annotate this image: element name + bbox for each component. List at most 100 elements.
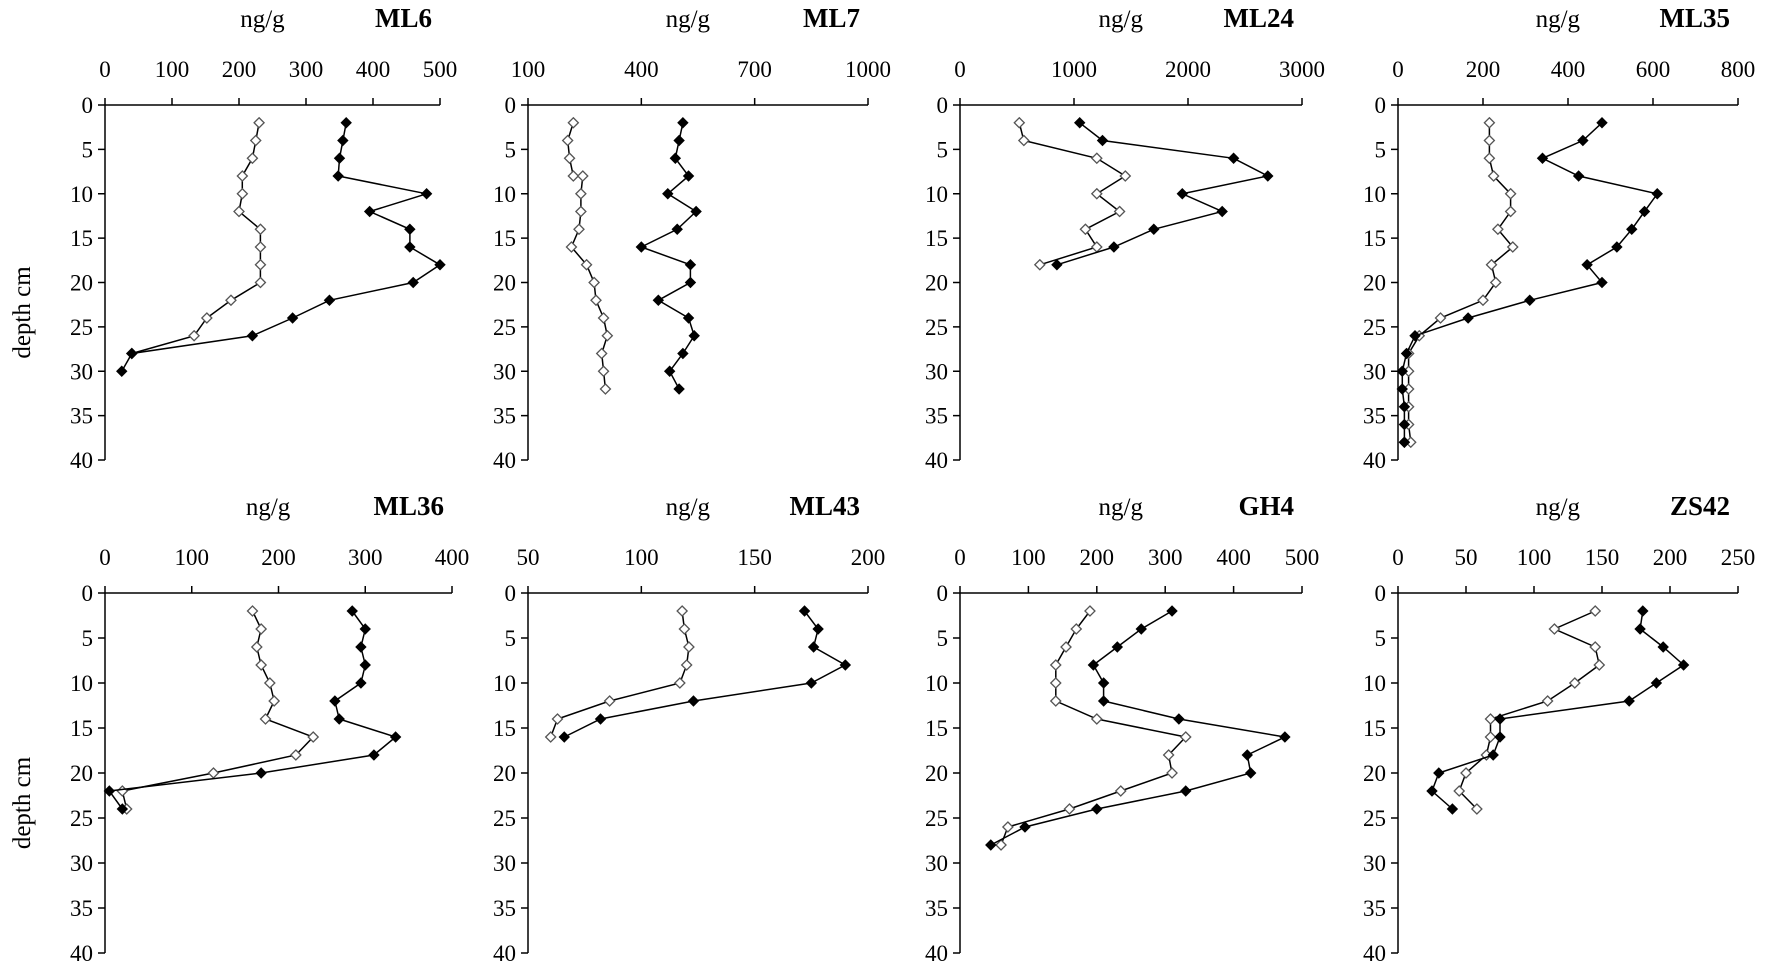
data-point (1484, 731, 1497, 743)
x-tick-label: 400 (1216, 545, 1251, 570)
data-point (116, 365, 128, 377)
panel-title: ZS42 (1670, 491, 1730, 521)
data-point (663, 365, 676, 377)
x-tick-label: 0 (1392, 57, 1404, 82)
y-tick-label: 5 (82, 137, 94, 162)
data-point (558, 731, 570, 743)
data-point (404, 223, 416, 235)
data-point (574, 205, 587, 218)
data-point (254, 241, 267, 253)
data-point (1244, 767, 1257, 779)
series-line (639, 122, 698, 390)
y-tick-label: 30 (1363, 851, 1386, 876)
data-point (1487, 170, 1500, 182)
data-point (669, 152, 682, 164)
data-point (1634, 623, 1646, 635)
panel-title: ML6 (375, 3, 432, 33)
data-point (1483, 152, 1496, 165)
data-point (563, 152, 576, 165)
x-tick-label: 300 (289, 57, 324, 82)
data-point (1396, 383, 1408, 395)
series-line (121, 122, 442, 372)
data-point (233, 205, 245, 218)
data-point (597, 312, 610, 324)
y-tick-label: 10 (493, 671, 516, 696)
y-tick-label: 10 (70, 182, 93, 207)
data-point (116, 785, 129, 797)
x-tick-label: 100 (1517, 545, 1552, 570)
data-point (116, 803, 129, 815)
panel-ml35: 0 200 400 600 800 0 5 10 15 20 25 30 35 40 ng/g ML35 (1363, 3, 1755, 473)
data-point (1033, 258, 1046, 271)
y-tick-label: 15 (493, 716, 516, 741)
y-tick-label: 25 (493, 806, 516, 831)
unit-label: ng/g (666, 6, 711, 33)
x-tick-label: 100 (1011, 545, 1046, 570)
data-point (1398, 401, 1411, 413)
series-line (107, 610, 398, 810)
series-line (131, 122, 262, 355)
data-point (1596, 276, 1608, 289)
data-point (389, 731, 402, 743)
y-tick-label: 35 (925, 404, 948, 429)
data-point (1470, 803, 1483, 815)
series-filled (985, 605, 1291, 851)
y-tick-label: 35 (925, 896, 948, 921)
x-tick-label: 0 (99, 545, 111, 570)
series-filled (103, 605, 402, 815)
data-point (268, 695, 281, 707)
data-point (567, 116, 580, 129)
data-point (1494, 713, 1506, 725)
data-point (1589, 605, 1602, 617)
data-point (677, 117, 689, 129)
data-point (263, 677, 276, 689)
y-tick-label: 0 (937, 581, 949, 606)
unit-label: ng/g (240, 6, 285, 33)
data-point (1611, 241, 1623, 253)
unit-label: ng/g (1536, 494, 1581, 521)
y-tick-label: 40 (70, 448, 93, 473)
series-filled (1426, 605, 1690, 815)
y-tick-label: 15 (70, 226, 93, 251)
data-point (673, 677, 686, 689)
data-point (603, 695, 616, 707)
data-point (307, 731, 320, 743)
y-tick-label: 20 (493, 271, 516, 296)
data-point (688, 330, 700, 342)
data-point (807, 641, 820, 653)
series-open (995, 605, 1192, 851)
data-point (687, 695, 700, 707)
y-tick-label: 25 (70, 806, 93, 831)
x-tick-label: 50 (1455, 545, 1478, 570)
data-point (1108, 241, 1120, 253)
y-tick-label: 20 (493, 761, 516, 786)
data-point (677, 347, 689, 360)
panel-ml6: 0 100 200 300 400 500 0 5 10 15 20 25 30 35 40 ng/g ML6 d… (9, 3, 457, 473)
data-point (684, 259, 697, 271)
data-point (1060, 641, 1072, 653)
data-point (1090, 713, 1103, 725)
y-tick-label: 0 (82, 581, 94, 606)
data-point (1119, 170, 1132, 182)
data-point (1073, 117, 1086, 129)
y-tick-label: 10 (1363, 182, 1386, 207)
data-point (588, 276, 601, 289)
data-point (1162, 749, 1175, 761)
y-tick-label: 25 (1363, 806, 1386, 831)
data-point (1051, 259, 1063, 271)
y-tick-label: 10 (925, 182, 948, 207)
data-point (1097, 695, 1110, 707)
y-tick-label: 0 (1375, 581, 1387, 606)
data-point (346, 605, 358, 617)
series-line (563, 610, 847, 738)
y-tick-label: 20 (925, 271, 948, 296)
data-point (1548, 623, 1561, 635)
data-point (1460, 767, 1472, 779)
data-point (576, 170, 589, 182)
x-tick-label: 200 (1080, 545, 1115, 570)
y-tick-label: 20 (70, 271, 93, 296)
data-point (126, 347, 138, 360)
x-tick-label: 300 (348, 545, 383, 570)
panel-ml7: 100 400 700 1000 0 5 10 15 20 25 30 35 40 ng/g ML7 (493, 3, 891, 473)
data-point (561, 134, 574, 147)
